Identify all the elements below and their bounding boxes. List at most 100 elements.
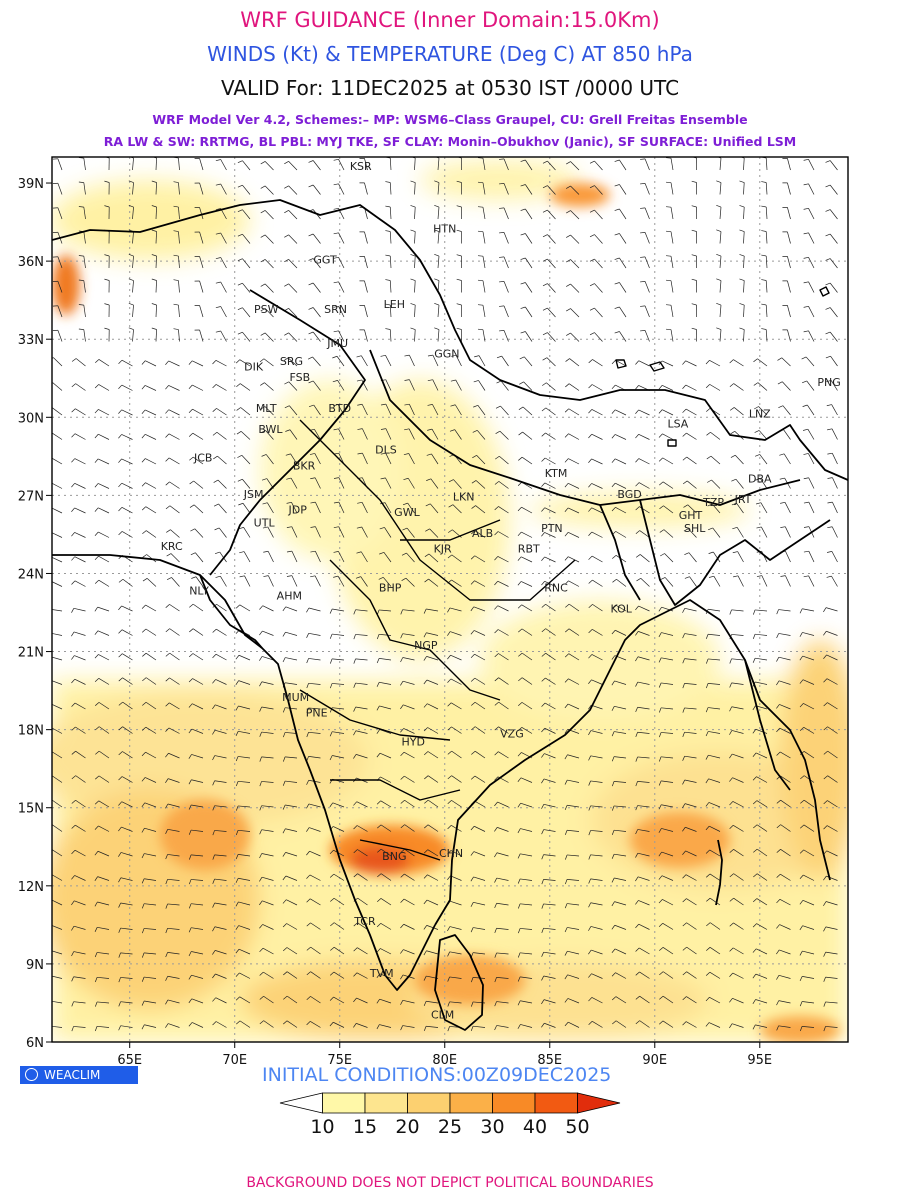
wind-barb [359,280,368,293]
wind-barb [682,456,697,465]
wind-barb [165,854,180,860]
wind-barb [385,205,392,220]
wind-barb [776,609,791,615]
title-valid-time: VALID For: 11DEC2025 at 0530 IST /0000 U… [220,76,680,100]
wind-barb [357,501,368,514]
wind-barb [423,925,439,930]
wind-barb [564,703,580,710]
wind-barb [494,801,509,808]
wind-barb [71,507,86,514]
wind-barb [165,828,180,834]
wind-barb [477,255,486,269]
northern-boundary [52,199,848,481]
wind-barb [564,408,580,416]
wind-barb [376,1024,392,1030]
wind-barb [518,456,533,465]
wind-barb [682,755,697,761]
wind-barb [825,331,838,342]
wind-barb [165,702,180,710]
wind-barb [333,428,345,440]
wind-barb [739,180,745,195]
wind-barb [752,999,768,1004]
wind-barb [151,327,157,342]
wind-barb [385,181,392,195]
wind-barb [541,556,556,563]
wind-barb [78,304,86,318]
wind-barb [427,404,439,416]
wind-barb [237,160,251,171]
wind-barb [308,307,321,318]
model-schemes-line2: RA LW & SW: RRTMG, BL PBL: MYJ TKE, SF C… [103,134,797,149]
city-label: HTN [433,222,456,235]
wind-barb [118,677,133,685]
wind-barb [611,731,627,737]
wind-barb [691,278,697,293]
wind-barb [259,1020,274,1028]
wind-barb [282,923,298,930]
city-label: BGD [617,488,641,501]
wind-barb [71,408,86,416]
wind-barb [659,481,674,489]
wind-barb [780,526,791,538]
wind-barb [333,183,345,195]
wind-barb [588,654,603,661]
wind-barb [71,433,86,440]
wind-barb [477,304,486,318]
wind-barb [94,630,110,636]
wind-barb [753,873,768,881]
wind-barb [235,705,251,711]
wind-barb [659,732,674,738]
city-label: KSR [350,160,372,173]
wind-barb [52,329,63,342]
wind-barb [306,803,321,809]
wind-barb [191,576,204,587]
wind-barb [104,205,110,220]
wind-barb [635,900,650,906]
wind-barb [190,528,204,538]
wind-barb [52,704,63,710]
wind-barb [729,849,744,857]
wind-barb [402,502,415,514]
wind-barb [658,922,674,930]
wind-barb [212,653,227,661]
wind-barb [825,209,838,220]
wind-barb [739,254,745,269]
wind-barb [333,477,345,489]
wind-barb [283,971,298,979]
wind-barb [456,278,462,293]
wind-barb [52,751,63,759]
wind-barb [825,282,838,293]
wind-barb [541,580,556,587]
city-label: JMU [326,337,348,350]
wind-barb [142,928,157,934]
wind-barb [776,949,791,955]
wind-barb [473,380,486,391]
wind-barb [799,874,815,881]
wind-barb [188,408,204,416]
city-label: JCB [193,452,212,465]
wind-barb [141,1000,157,1006]
wind-barb [356,379,368,391]
wind-barb [94,409,110,416]
wind-barb [52,482,63,489]
wind-barb [611,972,627,979]
wind-barb [400,873,415,881]
wind-barb [215,159,227,171]
wind-barb [752,609,768,615]
wind-barb [447,631,462,636]
wind-barb [376,948,392,955]
wind-barb [235,972,251,979]
wind-barb [260,161,274,171]
wind-barb [353,997,368,1004]
wind-barb [803,232,815,244]
wind-barb [589,234,603,244]
wind-barb [151,229,157,244]
wind-barb [799,900,815,906]
wind-barb [542,258,556,269]
city-label: NGP [414,639,438,652]
wind-barb [238,527,251,538]
wind-barb [212,780,227,786]
wind-barb [494,653,509,661]
wind-barb [682,1021,697,1028]
wind-barb [739,229,745,244]
